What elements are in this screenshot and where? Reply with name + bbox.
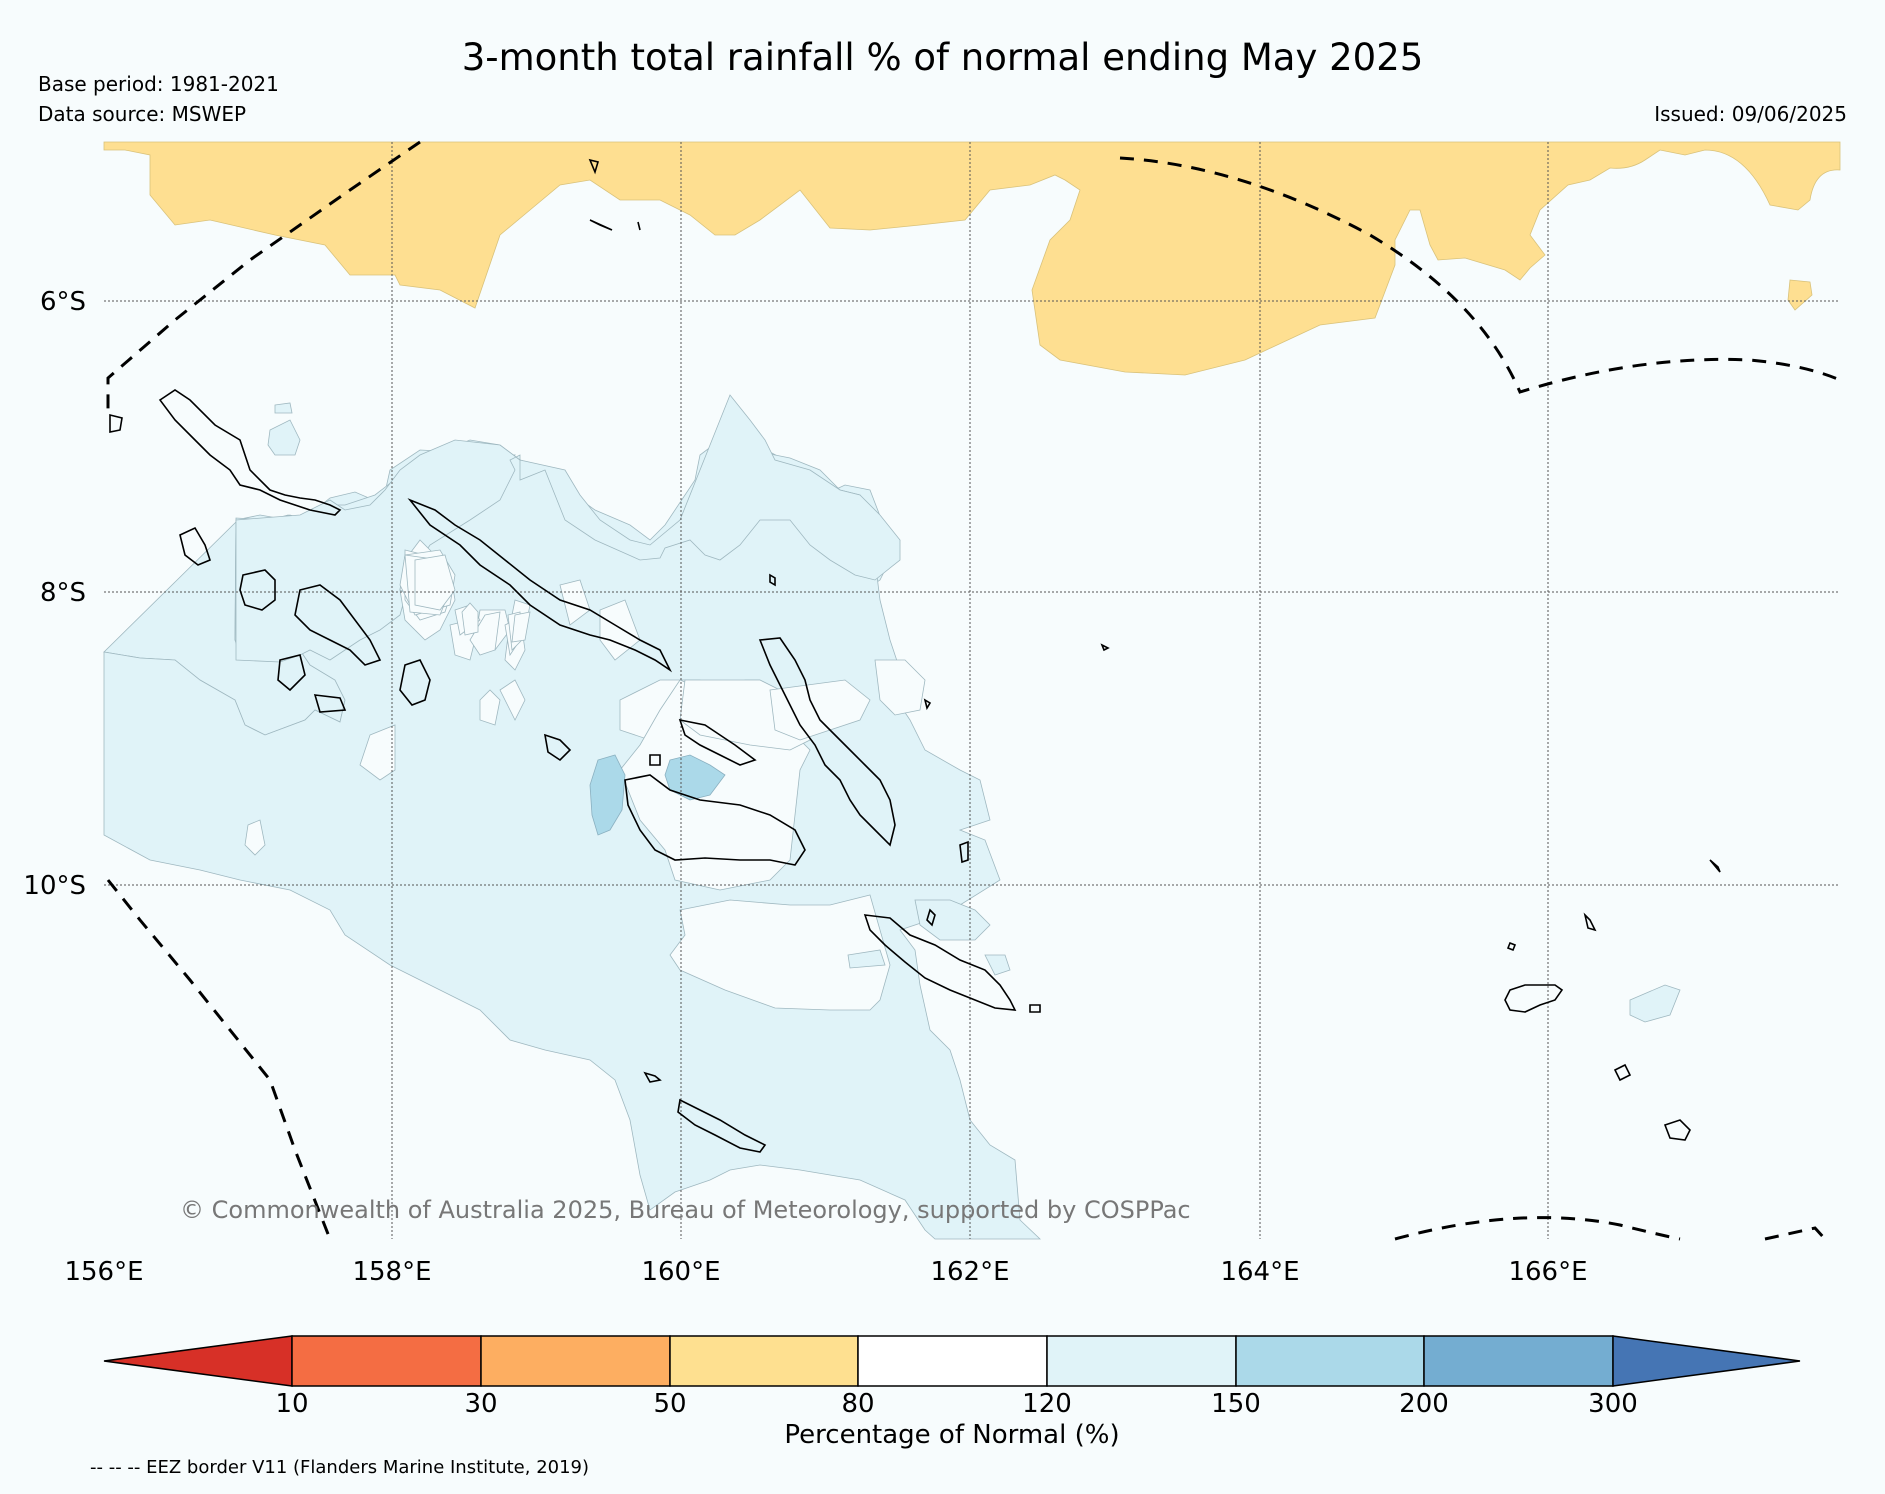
colorbar-bin-10-30 — [291, 1335, 482, 1387]
normal-hole-ne2 — [769, 679, 871, 741]
lat-label-6s: 6°S — [40, 287, 86, 317]
normal-hole-ne — [874, 659, 926, 716]
normal-hole-big-2 — [479, 689, 501, 726]
above-normal-patch-e — [984, 954, 1011, 976]
above-normal-patch-d — [847, 949, 886, 969]
colorbar-extend-high — [1612, 1335, 1801, 1387]
base-period: Base period: 1981-2021 — [38, 72, 279, 96]
island-vangunu — [313, 694, 347, 713]
island-choiseul — [158, 389, 342, 516]
island-russell — [543, 733, 572, 762]
map-title: 3-month total rainfall % of normal endin… — [461, 36, 1424, 79]
normal-hole-south — [669, 894, 891, 1011]
island-bellona — [643, 1071, 662, 1083]
normal-hole-mid-a — [461, 602, 479, 636]
eez-footnote: -- -- -- EEZ border V11 (Flanders Marine… — [90, 1457, 590, 1478]
cb-tick-30: 30 — [464, 1389, 497, 1419]
island-small-5 — [637, 221, 641, 231]
normal-hole-big-4 — [511, 611, 531, 643]
well-above-normal-patch-1 — [589, 754, 626, 836]
island-florida — [678, 718, 757, 766]
data-source: Data source: MSWEP — [38, 102, 247, 126]
island-small-3 — [1100, 643, 1110, 652]
cb-tick-50: 50 — [653, 1389, 686, 1419]
coastlines — [109, 158, 1721, 1153]
island-vanikoro — [1613, 1063, 1632, 1082]
lat-label-10s: 10°S — [23, 871, 86, 901]
lat-label-8s: 8°S — [40, 578, 86, 608]
island-ontong-java — [769, 573, 776, 587]
island-rennell — [677, 1098, 767, 1153]
colorbar-bin-30-50 — [480, 1335, 671, 1387]
island-new-georgia-3 — [294, 584, 382, 666]
island-duff — [1709, 859, 1721, 873]
island-makira — [863, 914, 1017, 1011]
island-utupua — [1663, 1119, 1691, 1141]
normal-hole-big-11 — [599, 599, 641, 661]
colorbar-bin-200-300 — [1423, 1335, 1614, 1387]
normal-hole-big-5 — [499, 679, 526, 721]
colorbar-extend-low — [103, 1335, 293, 1387]
island-malaita — [758, 637, 896, 847]
island-carteret — [589, 219, 613, 231]
colorbar-bin-150-200 — [1235, 1335, 1425, 1387]
below-normal-patch-east — [1787, 279, 1813, 311]
well-above-normal-patch-2 — [664, 754, 726, 801]
above-normal-east-patch — [1629, 984, 1681, 1023]
cb-tick-300: 300 — [1588, 1389, 1638, 1419]
island-sikaiana — [959, 840, 969, 864]
lon-label-158: 158°E — [352, 1257, 431, 1287]
eez-borders — [106, 140, 1841, 1241]
above-normal-patch-a — [267, 419, 301, 456]
island-tinakula — [1506, 941, 1517, 952]
island-new-georgia-4 — [399, 659, 431, 706]
lon-label-156: 156°E — [64, 1257, 143, 1287]
colorbar-bin-120-150 — [1046, 1335, 1237, 1387]
above-normal-patch-c — [274, 402, 293, 414]
graticule — [104, 142, 1840, 1239]
island-guadalcanal — [624, 774, 806, 866]
lon-label-164: 164°E — [1220, 1257, 1299, 1287]
island-reef — [1583, 912, 1597, 932]
island-small-1 — [649, 754, 661, 766]
cb-tick-80: 80 — [841, 1389, 874, 1419]
copyright-text: © Commonwealth of Australia 2025, Bureau… — [180, 1196, 1191, 1224]
island-shortland — [109, 413, 123, 433]
island-ulawa — [1029, 1004, 1041, 1013]
normal-hole-8 — [469, 611, 501, 656]
island-nuguria — [588, 158, 600, 175]
normal-hole-west — [244, 819, 266, 856]
cb-tick-200: 200 — [1399, 1389, 1449, 1419]
colorbar — [103, 1335, 1801, 1387]
lon-label-160: 160°E — [641, 1257, 720, 1287]
island-small-4 — [923, 698, 932, 711]
normal-hole-big-12 — [359, 724, 396, 781]
island-new-georgia-1 — [179, 526, 211, 566]
lon-label-162: 162°E — [930, 1257, 1009, 1287]
island-santa-cruz — [1504, 984, 1564, 1013]
below-normal-region — [103, 141, 1841, 376]
island-santa-isabel — [407, 498, 673, 673]
lon-label-166: 166°E — [1508, 1257, 1587, 1287]
cb-tick-120: 120 — [1022, 1389, 1072, 1419]
island-new-georgia-2 — [239, 569, 276, 611]
colorbar-bin-80-120 — [857, 1335, 1048, 1387]
colorbar-bin-50-80 — [669, 1335, 859, 1387]
cb-tick-150: 150 — [1211, 1389, 1261, 1419]
normal-hole-big-7 — [414, 554, 456, 611]
island-rendova — [277, 654, 306, 692]
cb-tick-10: 10 — [275, 1389, 308, 1419]
issued-date: Issued: 09/06/2025 — [1654, 102, 1847, 126]
above-normal-patch-b — [914, 899, 991, 941]
colorbar-title: Percentage of Normal (%) — [784, 1420, 1119, 1450]
island-small-2 — [926, 908, 936, 927]
